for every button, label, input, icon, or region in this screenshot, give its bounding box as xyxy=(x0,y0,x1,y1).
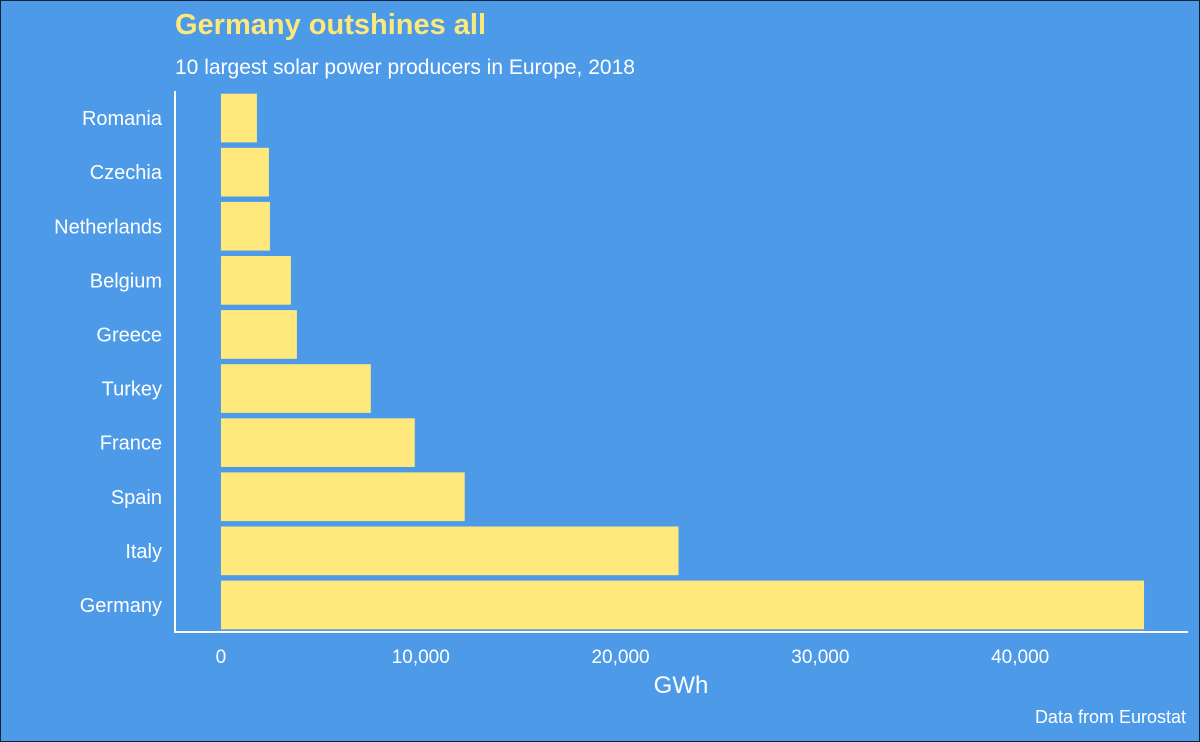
axes-layer xyxy=(174,91,1188,633)
y-tick-label-belgium: Belgium xyxy=(90,270,162,292)
y-tick-label-greece: Greece xyxy=(96,324,162,346)
bar-romania xyxy=(220,93,257,143)
x-tick-label: 10,000 xyxy=(392,647,450,668)
bar-netherlands xyxy=(220,201,270,251)
bar-italy xyxy=(220,526,679,576)
x-tick-label: 20,000 xyxy=(591,647,649,668)
bar-belgium xyxy=(220,256,291,305)
bar-germany xyxy=(220,580,1145,630)
x-tick-label: 30,000 xyxy=(791,647,849,668)
bar-czechia xyxy=(220,147,269,197)
chart-caption: Data from Eurostat xyxy=(1034,707,1186,727)
x-tick-label: 0 xyxy=(216,647,227,668)
x-tick-label: 40,000 xyxy=(991,647,1049,668)
y-tick-label-germany: Germany xyxy=(80,595,162,617)
x-axis-title: GWh xyxy=(654,672,709,699)
bar-turkey xyxy=(220,364,371,413)
bar-greece xyxy=(220,310,297,359)
y-tick-label-france: France xyxy=(100,433,162,455)
y-tick-label-italy: Italy xyxy=(125,541,162,563)
y-tick-label-turkey: Turkey xyxy=(102,379,162,401)
bar-france xyxy=(220,418,415,467)
labels-layer: Germany Italy Spain France Turkey Greece Belgi… xyxy=(54,108,1049,668)
bars-layer xyxy=(220,93,1145,630)
chart-title: Germany outshines all xyxy=(175,9,487,41)
chart-subtitle: 10 largest solar power producers in Euro… xyxy=(175,56,635,79)
y-tick-label-spain: Spain xyxy=(111,487,162,509)
y-tick-label-romania: Romania xyxy=(82,108,163,130)
y-tick-label-netherlands: Netherlands xyxy=(54,216,162,238)
y-tick-label-czechia: Czechia xyxy=(90,162,163,184)
bar-spain xyxy=(220,472,465,522)
